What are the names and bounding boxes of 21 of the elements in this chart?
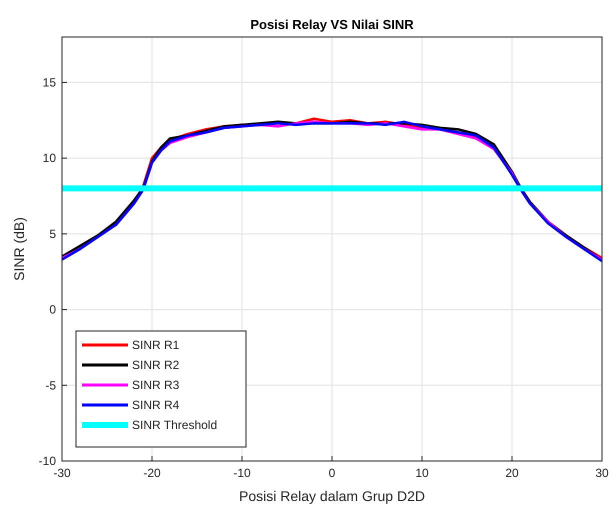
x-tick-label: 10 [415, 466, 429, 480]
legend-label: SINR R3 [132, 378, 180, 392]
x-tick-label: 20 [505, 466, 519, 480]
x-tick-label: -30 [53, 466, 71, 480]
x-tick-label: -20 [143, 466, 161, 480]
y-tick-label: 0 [49, 302, 56, 317]
y-tick-label: 15 [42, 75, 56, 90]
x-tick-label: 30 [595, 466, 609, 480]
x-axis-title: Posisi Relay dalam Grup D2D [239, 488, 425, 504]
x-tick-label: 0 [328, 466, 336, 480]
y-tick-label: 5 [49, 226, 56, 241]
x-tick-label: -10 [233, 466, 251, 480]
legend-label: SINR Threshold [132, 418, 218, 432]
y-axis-title: SINR (dB) [11, 217, 27, 281]
y-tick-label: -10 [38, 454, 56, 468]
chart-title: Posisi Relay VS Nilai SINR [250, 17, 414, 32]
legend-label: SINR R1 [132, 338, 180, 352]
y-tick-label: 10 [42, 151, 56, 166]
legend-label: SINR R4 [132, 398, 180, 412]
legend-label: SINR R2 [132, 358, 180, 372]
y-tick-label: -5 [45, 378, 56, 392]
